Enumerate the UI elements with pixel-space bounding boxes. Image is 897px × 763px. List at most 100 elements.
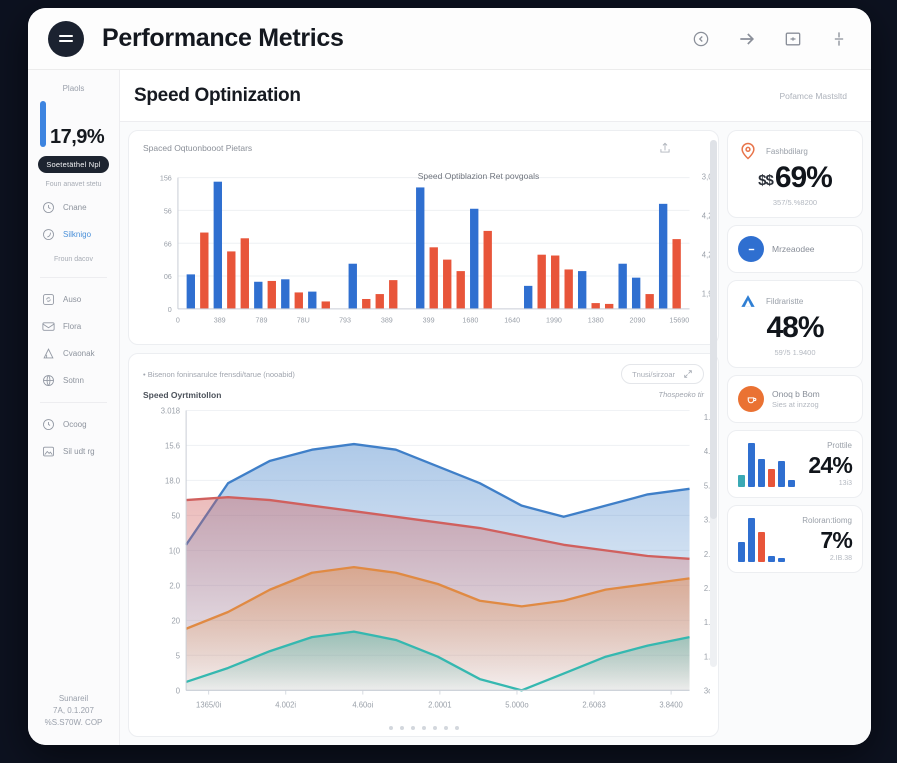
sidebar-item-sotnn[interactable]: Sotnn [38, 373, 109, 388]
sidebar-item-label: Cnane [63, 203, 87, 212]
sidebar-item-auso[interactable]: Auso [38, 292, 109, 307]
sidebar-item-flora[interactable]: Flora [38, 319, 109, 334]
stat-card-fildraristte[interactable]: Fildraristte 48% 59'/5 1.9400 [727, 280, 863, 368]
sidebar-item-label: Cvaonak [63, 349, 95, 358]
mini-chart-value: 24% [808, 452, 852, 478]
sidebar-metric-bar [40, 101, 46, 147]
svg-text:78U: 78U [297, 315, 310, 324]
svg-text:0: 0 [168, 305, 172, 314]
mini-bar [778, 558, 785, 562]
sidebar-item-label: Ocoog [63, 420, 87, 429]
svg-text:1365/0i: 1365/0i [196, 700, 221, 709]
info-card-onoqbbom[interactable]: Onoq b Bom Sies at inzzog [727, 375, 863, 423]
globe-icon [43, 375, 54, 386]
carousel-dot[interactable] [421, 726, 426, 730]
area-chart-title: Speed Oyrtmitollon [143, 390, 222, 400]
sidebar-item-label: Sil udt rg [63, 447, 95, 456]
back-circle-icon[interactable] [691, 29, 711, 49]
more-horizontal-icon[interactable] [690, 141, 704, 155]
mini-bar-chart [738, 516, 785, 562]
sidebar-metric: 17,9% [38, 101, 109, 147]
carousel-dot[interactable] [443, 726, 448, 730]
svg-text:1(0: 1(0 [169, 546, 181, 555]
mini-chart-label: Roloran:tiomg [802, 516, 852, 525]
content-area: Spaced Oqtuonbooot Pietars [120, 122, 871, 745]
triangle-up-icon [741, 295, 755, 307]
svg-text:389: 389 [381, 315, 393, 324]
svg-text:4.002i: 4.002i [275, 700, 296, 709]
share-icon[interactable] [658, 141, 672, 155]
info-card-head: Onoq b Bom Sies at inzzog [738, 386, 852, 412]
sidebar-item-ocoog[interactable]: Ocoog [38, 417, 109, 432]
svg-text:2.6063: 2.6063 [582, 700, 605, 709]
expand-icon [684, 370, 692, 378]
carousel-dot[interactable] [432, 726, 437, 730]
stat-card-fashbdilarg[interactable]: Fashbdilarg $$69% 357/5.%8200 [727, 130, 863, 218]
sidebar-subtext: Foun anavet stetu [45, 181, 102, 188]
sidebar-item-cvaonak[interactable]: Cvaonak [38, 346, 109, 361]
sidebar-item-silverdtrg[interactable]: Sil udt rg [38, 444, 109, 459]
forward-arrow-icon[interactable] [737, 29, 757, 49]
carousel-dot[interactable] [410, 726, 415, 730]
svg-text:1990: 1990 [546, 315, 562, 324]
svg-text:5: 5 [176, 651, 181, 660]
svg-text:4,209%: 4,209% [702, 250, 710, 259]
sidebar-footer: Sunareil 7A, 0.1.207 %S.S70W. COP [38, 693, 109, 735]
window-body: Plaols 17,9% Soetetäthel Npl Foun anavet… [28, 70, 871, 745]
svg-text:1680: 1680 [462, 315, 478, 324]
sidebar-item-label: Sotnn [63, 376, 84, 385]
svg-text:4.56%: 4.56% [704, 447, 710, 456]
mini-chart-card-roloran[interactable]: Roloran:tiomg 7% 2.IB.38 [727, 505, 863, 573]
sidebar-item-silknigo[interactable]: Silknigo [38, 227, 109, 242]
carousel-dot[interactable] [388, 726, 393, 730]
cup-icon [738, 386, 764, 412]
sidebar-item-label: Auso [63, 295, 82, 304]
info-card-subtitle: Sies at inzzog [772, 400, 819, 409]
scrollbar-thumb[interactable] [710, 140, 717, 520]
info-card-mrzeaodee[interactable]: Mrzeaodee [727, 225, 863, 273]
stat-card-sub: 59'/5 1.9400 [774, 348, 816, 357]
mini-chart-sub: 2.IB.38 [829, 555, 852, 562]
svg-text:66: 66 [164, 239, 172, 248]
sidebar-item-cnane[interactable]: Cnane [38, 200, 109, 215]
area-chart-header: • Bisenon foninsarulce frensdi/tarue (no… [137, 362, 710, 390]
mini-bar [748, 443, 755, 487]
carousel-dot[interactable] [454, 726, 459, 730]
area-chart-card: • Bisenon foninsarulce frensdi/tarue (no… [128, 353, 719, 737]
svg-text:3c6: 3c6 [704, 686, 710, 695]
area-chart-caption: • Bisenon foninsarulce frensdi/tarue (no… [143, 369, 295, 379]
mini-chart-value: 7% [820, 527, 852, 553]
title-bar: Performance Metrics [28, 8, 871, 70]
trend-selector-button[interactable]: Tnusi/sirzoar [621, 364, 704, 384]
carousel-dots[interactable] [137, 720, 710, 732]
sidebar-heading: Plaols [62, 84, 85, 93]
svg-text:1.58%: 1.58% [704, 618, 710, 627]
mini-bar [738, 475, 745, 487]
stat-card-label: Fashbdilarg [766, 146, 808, 156]
carousel-dot[interactable] [399, 726, 404, 730]
refresh-icon [43, 294, 54, 305]
svg-text:56: 56 [164, 206, 172, 215]
area-chart-right-label: Thospeoko tir [658, 390, 704, 399]
bar-chart-plot: 0 06 66 56 156 0 389 789 78U 793 389 399 1680 1640 19… [137, 163, 710, 338]
mini-chart-card-prottile[interactable]: Prottile 24% 13i3 [727, 430, 863, 498]
app-window: Performance Metrics Plaols 17,9% Soet [28, 8, 871, 745]
stat-card-sub: 357/5.%8200 [772, 198, 818, 207]
svg-text:1.99%: 1.99% [704, 652, 710, 661]
download-box-icon[interactable] [783, 29, 803, 49]
sidebar-group-label: Froun dacov [54, 256, 93, 263]
status-badge[interactable]: Soetetäthel Npl [38, 156, 109, 173]
stat-card-value: $$69% [738, 161, 852, 194]
stat-card-head: Fildraristte [738, 291, 852, 311]
more-vertical-icon[interactable] [829, 29, 849, 49]
stat-card-head: Fashbdilarg [738, 141, 852, 161]
svg-text:20: 20 [171, 616, 180, 625]
mini-bar [768, 469, 775, 487]
image-icon [43, 446, 54, 457]
chart-icon [43, 348, 54, 359]
hamburger-icon[interactable] [48, 20, 84, 57]
bar-chart-svg: 0 06 66 56 156 0 389 789 78U 793 389 399 1680 1640 19… [160, 173, 710, 325]
page-header: Speed Optinization Pofamce Mastsltd [120, 70, 871, 122]
sidebar-item-label: Silknigo [63, 230, 92, 239]
content-scrollbar[interactable] [710, 140, 717, 667]
